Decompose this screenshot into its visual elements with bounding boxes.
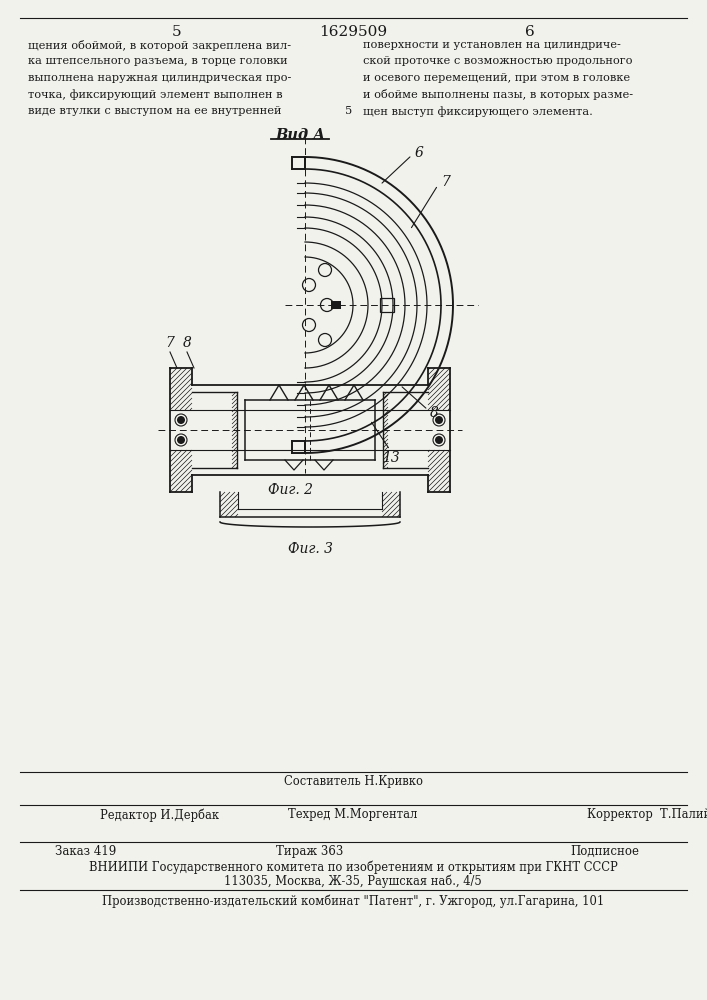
Text: поверхности и установлен на цилиндриче-: поверхности и установлен на цилиндриче- [363, 40, 621, 50]
Circle shape [435, 416, 443, 424]
Text: 113035, Москва, Ж-35, Раушская наб., 4/5: 113035, Москва, Ж-35, Раушская наб., 4/5 [224, 875, 482, 888]
Text: и осевого перемещений, при этом в головке: и осевого перемещений, при этом в головк… [363, 73, 630, 83]
Bar [380, 298, 394, 312]
Text: Производственно-издательский комбинат "Патент", г. Ужгород, ул.Гагарина, 101: Производственно-издательский комбинат "П… [102, 894, 604, 908]
Text: и обойме выполнены пазы, в которых разме-: и обойме выполнены пазы, в которых разме… [363, 90, 633, 101]
Text: Фиг. 3: Фиг. 3 [288, 542, 332, 556]
Circle shape [177, 416, 185, 424]
Text: Подписное: Подписное [570, 845, 639, 858]
Text: Тираж 363: Тираж 363 [276, 845, 344, 858]
Text: ВНИИПИ Государственного комитета по изобретениям и открытиям при ГКНТ СССР: ВНИИПИ Государственного комитета по изоб… [88, 860, 617, 874]
Text: щения обоймой, в которой закреплена вил-: щения обоймой, в которой закреплена вил- [28, 40, 291, 51]
Text: 13: 13 [382, 451, 399, 465]
Text: 7: 7 [165, 336, 175, 350]
Text: 8: 8 [182, 336, 192, 350]
Text: Фиг. 2: Фиг. 2 [267, 483, 312, 497]
Text: Редактор И.Дербак: Редактор И.Дербак [100, 808, 219, 822]
Text: щен выступ фиксирующего элемента.: щен выступ фиксирующего элемента. [363, 106, 593, 117]
Text: точка, фиксирующий элемент выполнен в: точка, фиксирующий элемент выполнен в [28, 90, 283, 100]
Text: ка штепсельного разъема, в торце головки: ка штепсельного разъема, в торце головки [28, 56, 288, 66]
Text: 6: 6 [415, 146, 424, 160]
Text: 1629509: 1629509 [319, 25, 387, 39]
Text: выполнена наружная цилиндрическая про-: выполнена наружная цилиндрическая про- [28, 73, 291, 83]
Text: виде втулки с выступом на ее внутренней: виде втулки с выступом на ее внутренней [28, 106, 281, 116]
Circle shape [435, 436, 443, 444]
Text: Составитель Н.Кривко: Составитель Н.Кривко [284, 775, 423, 788]
Text: Техред М.Моргентал: Техред М.Моргентал [288, 808, 418, 821]
Bar [331, 301, 341, 309]
Text: Вид А: Вид А [275, 128, 325, 142]
Text: ской проточке с возможностью продольного: ской проточке с возможностью продольного [363, 56, 633, 66]
Text: Заказ 419: Заказ 419 [55, 845, 116, 858]
Text: 5: 5 [345, 106, 352, 116]
Text: 6: 6 [525, 25, 535, 39]
Text: 8: 8 [430, 406, 439, 420]
Circle shape [177, 436, 185, 444]
Text: 7: 7 [441, 175, 450, 189]
Text: 5: 5 [173, 25, 182, 39]
Text: Корректор  Т.Палий: Корректор Т.Палий [587, 808, 707, 821]
